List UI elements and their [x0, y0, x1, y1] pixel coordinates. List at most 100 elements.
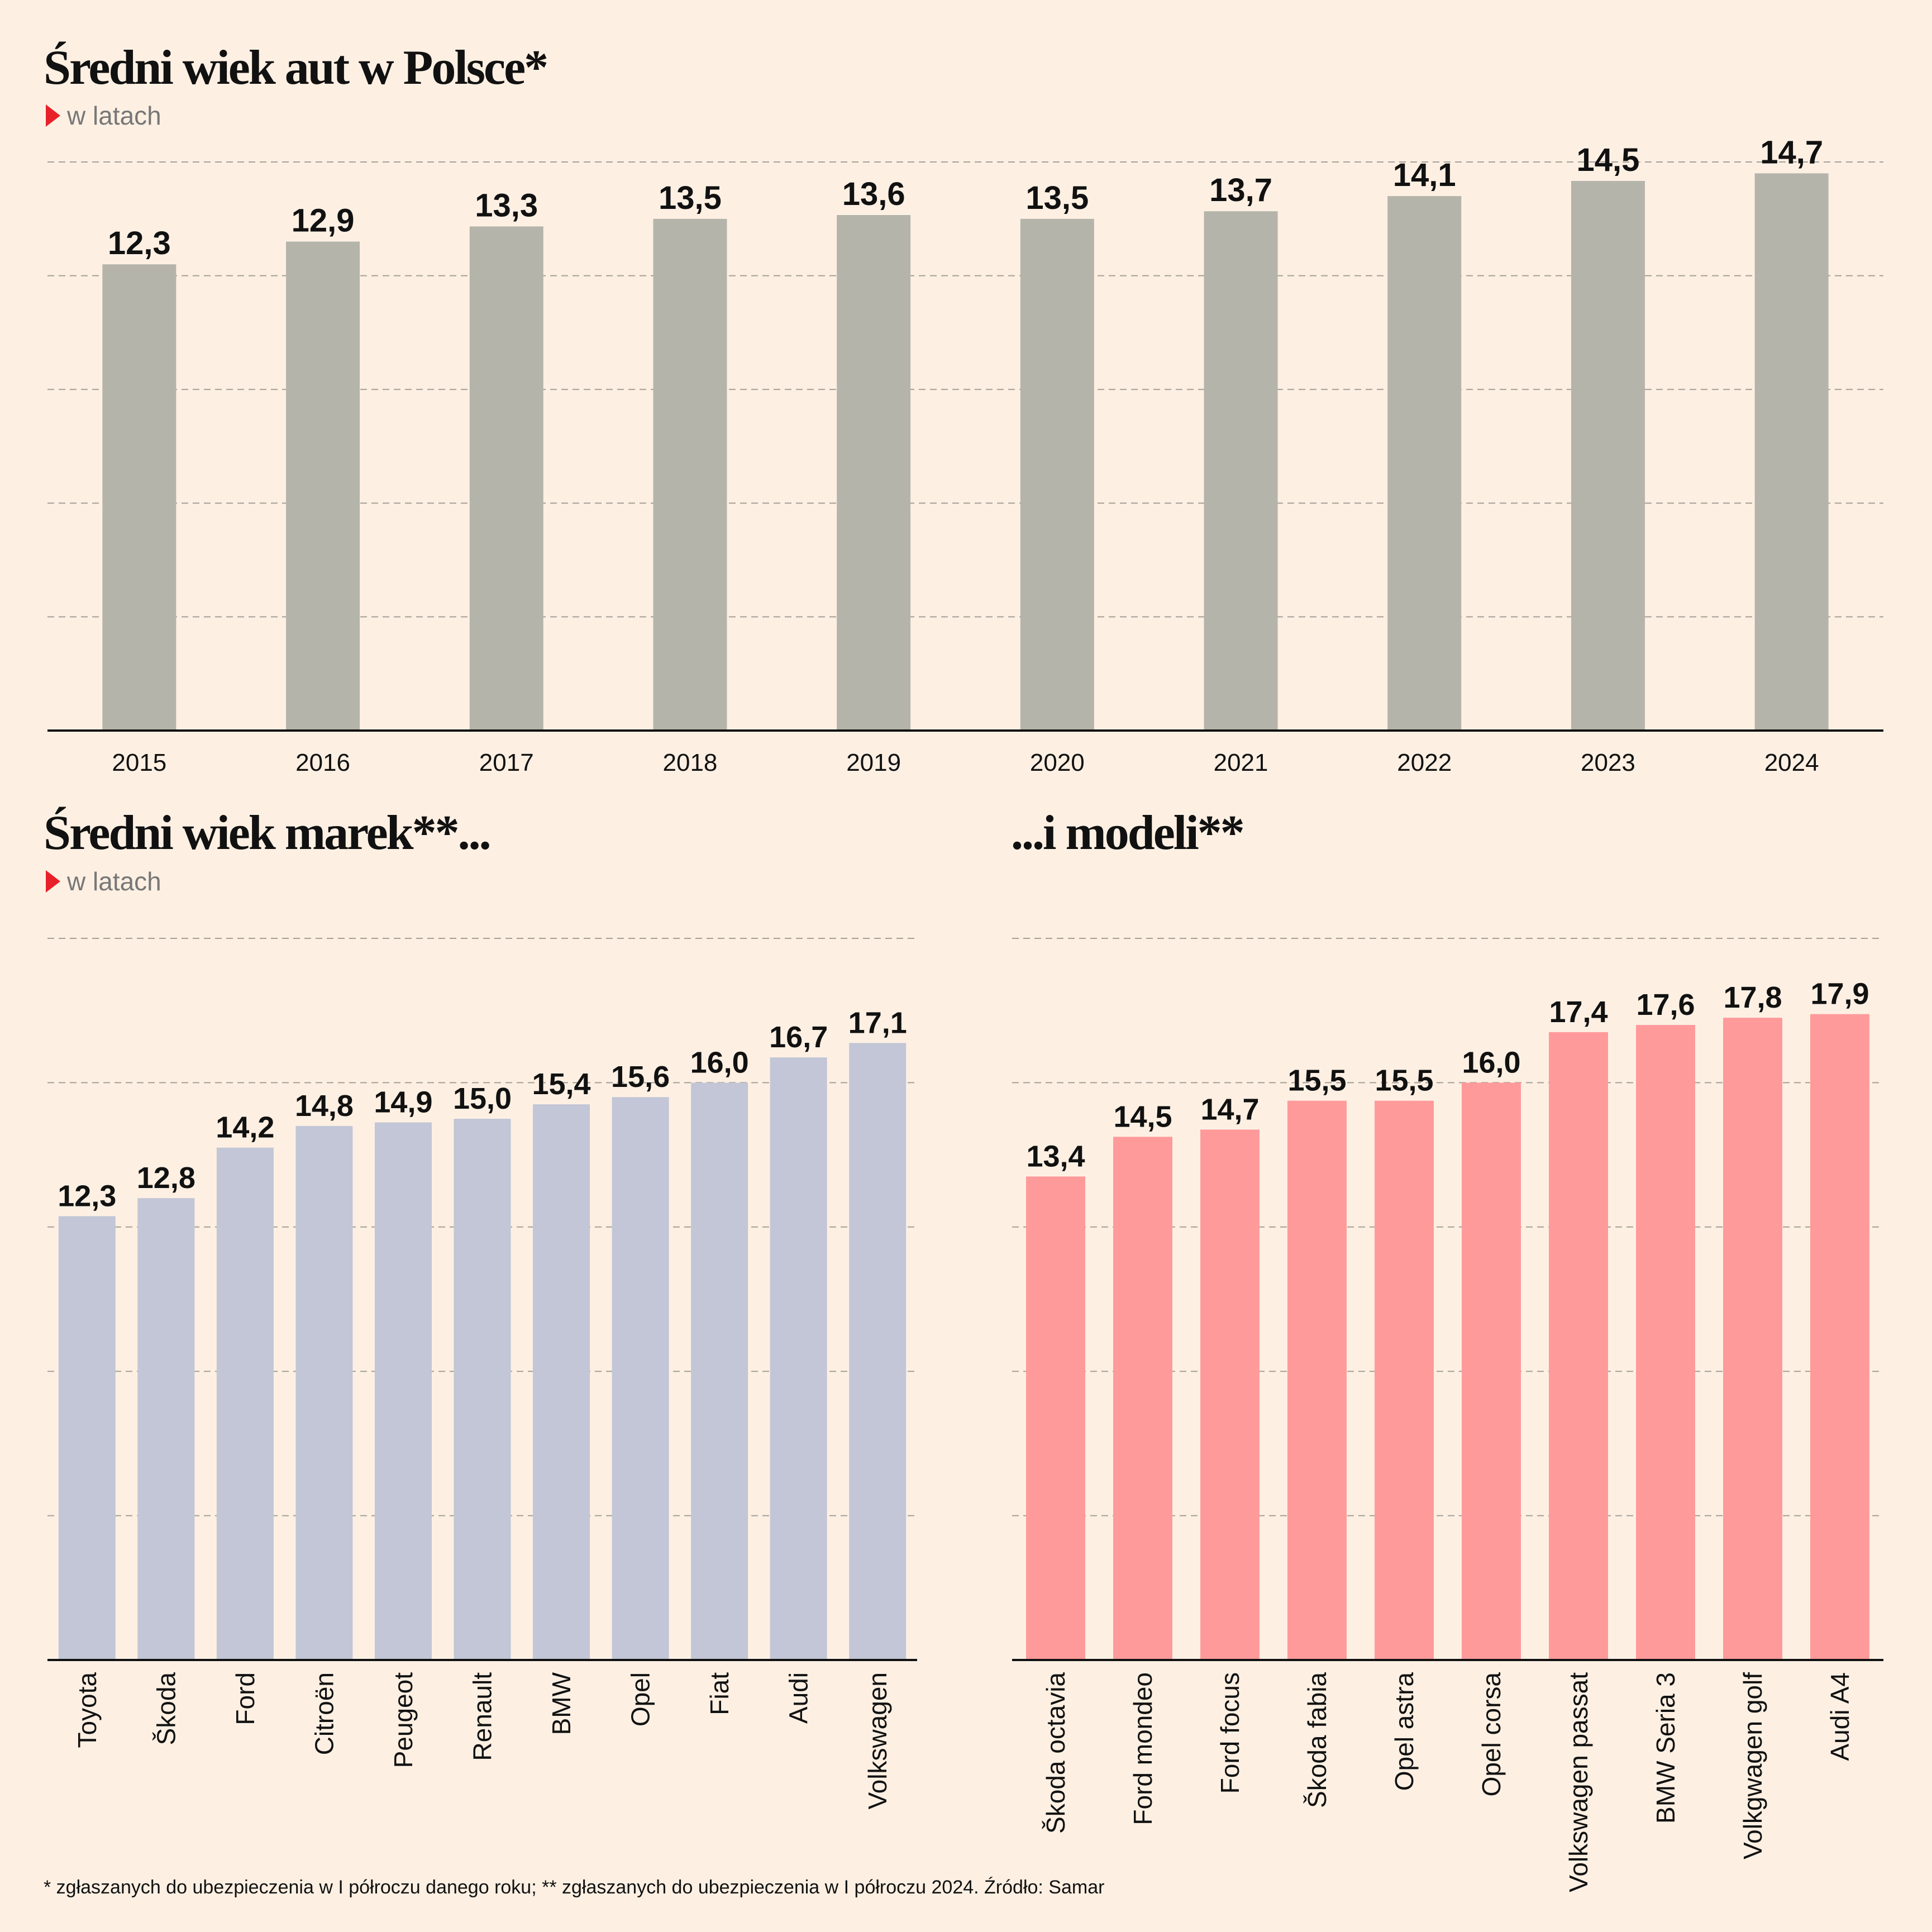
model-value-label: 14,5 [1113, 1100, 1172, 1133]
model-bar [1113, 1137, 1172, 1660]
year-tick-label: 2020 [1030, 749, 1085, 776]
year-value-label: 13,5 [659, 180, 722, 216]
year-value-label: 12,3 [108, 225, 171, 261]
brand-tick-label: Toyota [73, 1672, 102, 1748]
years-subtitle-text: w latach [67, 101, 161, 130]
year-bar [286, 241, 360, 731]
model-bar [1287, 1100, 1347, 1660]
brand-bar [691, 1082, 748, 1660]
model-value-label: 14,7 [1200, 1093, 1259, 1126]
year-value-label: 13,6 [842, 176, 905, 212]
model-bar [1723, 1018, 1782, 1660]
model-tick-label: Volkgwagen golf [1738, 1672, 1767, 1859]
model-value-label: 13,4 [1026, 1139, 1085, 1173]
model-tick-label: Škoda fabia [1303, 1672, 1332, 1808]
brand-bar [770, 1057, 827, 1660]
year-value-label: 14,1 [1393, 157, 1456, 193]
models-chart-title: ...i modeli** [1011, 806, 1245, 860]
year-bar [1204, 211, 1278, 731]
brands-subtitle-text: w latach [67, 867, 161, 896]
brand-bar [58, 1216, 116, 1660]
brand-bar [533, 1104, 590, 1660]
year-value-label: 13,3 [475, 187, 538, 223]
year-value-label: 13,7 [1209, 172, 1272, 208]
model-tick-label: Volkswagen passat [1564, 1672, 1593, 1892]
model-bar [1375, 1100, 1434, 1660]
brands-chart-subtitle: w latach [46, 869, 161, 894]
model-value-label: 16,0 [1462, 1046, 1520, 1079]
brand-value-label: 12,8 [137, 1161, 195, 1195]
brand-value-label: 15,4 [532, 1067, 590, 1101]
year-bar [1387, 196, 1462, 731]
year-value-label: 12,9 [292, 203, 355, 239]
year-tick-label: 2016 [295, 749, 350, 776]
year-value-label: 14,7 [1760, 134, 1823, 170]
year-tick-label: 2017 [479, 749, 534, 776]
year-bar [653, 218, 727, 731]
model-value-label: 17,4 [1549, 995, 1607, 1029]
brand-tick-label: Ford [231, 1672, 260, 1725]
model-value-label: 15,5 [1375, 1064, 1433, 1098]
model-value-label: 17,6 [1636, 988, 1695, 1022]
brand-tick-label: Fiat [705, 1672, 734, 1715]
brand-bar [374, 1122, 432, 1660]
year-tick-label: 2024 [1764, 749, 1819, 776]
years-chart-subtitle: w latach [46, 103, 161, 128]
model-tick-label: Opel corsa [1477, 1672, 1506, 1797]
year-bar [1020, 218, 1094, 731]
model-bar [1026, 1176, 1085, 1660]
year-bar [837, 215, 911, 731]
year-tick-label: 2021 [1214, 749, 1268, 776]
model-bar [1549, 1032, 1608, 1660]
model-tick-label: Ford focus [1215, 1672, 1244, 1793]
brand-tick-label: BMW [547, 1672, 576, 1735]
footnote: * zgłaszanych do ubezpieczenia w I półro… [44, 1877, 1105, 1898]
year-value-label: 14,5 [1577, 142, 1640, 178]
brand-value-label: 15,0 [453, 1082, 512, 1115]
brand-bar [454, 1119, 511, 1660]
brand-tick-label: Opel [626, 1672, 655, 1726]
brand-tick-label: Peugeot [389, 1672, 418, 1768]
brand-tick-label: Audi [784, 1672, 813, 1724]
brand-value-label: 14,9 [374, 1085, 432, 1119]
brands-chart-title: Średni wiek marek**... [44, 806, 492, 860]
year-bar [102, 264, 176, 731]
brand-bar [612, 1097, 669, 1660]
year-tick-label: 2023 [1581, 749, 1635, 776]
year-bar [469, 226, 543, 731]
model-value-label: 17,8 [1723, 981, 1782, 1014]
model-tick-label: Ford mondeo [1128, 1672, 1157, 1825]
brand-value-label: 17,1 [848, 1006, 907, 1039]
model-value-label: 15,5 [1287, 1064, 1346, 1098]
brand-value-label: 12,3 [58, 1179, 116, 1213]
year-tick-label: 2019 [846, 749, 901, 776]
triangle-marker-icon [46, 104, 60, 127]
brand-bar [137, 1198, 195, 1660]
model-bar [1810, 1014, 1869, 1660]
brand-value-label: 16,7 [769, 1020, 828, 1054]
brand-value-label: 14,2 [216, 1111, 274, 1144]
model-value-label: 17,9 [1810, 977, 1869, 1011]
model-bar [1636, 1025, 1695, 1660]
year-value-label: 13,5 [1025, 180, 1089, 216]
model-tick-label: Škoda octavia [1041, 1672, 1070, 1834]
brand-tick-label: Renault [468, 1672, 497, 1761]
years-chart-title: Średni wiek aut w Polsce* [44, 41, 548, 95]
brand-tick-label: Škoda [151, 1672, 180, 1745]
year-bar [1754, 173, 1829, 731]
brand-bar [216, 1147, 274, 1660]
year-bar [1571, 180, 1645, 731]
model-tick-label: Audi A4 [1825, 1672, 1854, 1761]
model-bar [1462, 1082, 1521, 1660]
triangle-marker-icon [46, 870, 60, 893]
model-bar [1200, 1129, 1260, 1660]
brand-value-label: 15,6 [611, 1060, 670, 1094]
year-tick-label: 2022 [1397, 749, 1452, 776]
year-tick-label: 2018 [663, 749, 718, 776]
model-tick-label: BMW Seria 3 [1651, 1672, 1680, 1824]
year-tick-label: 2015 [112, 749, 166, 776]
brand-bar [295, 1125, 353, 1660]
brand-value-label: 14,8 [295, 1089, 354, 1123]
brand-value-label: 16,0 [690, 1046, 749, 1079]
